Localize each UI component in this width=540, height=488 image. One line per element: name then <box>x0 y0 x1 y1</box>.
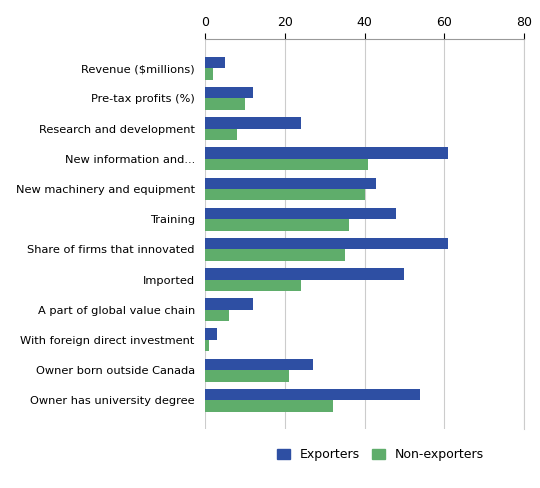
Bar <box>205 328 217 340</box>
Bar <box>205 249 345 261</box>
Bar <box>205 129 237 140</box>
Bar <box>205 219 349 231</box>
Bar <box>205 117 301 129</box>
Bar <box>205 310 229 321</box>
Bar <box>205 57 225 68</box>
Legend: Exporters, Non-exporters: Exporters, Non-exporters <box>272 444 489 467</box>
Bar <box>205 268 404 280</box>
Bar <box>205 280 301 291</box>
Bar <box>205 159 368 170</box>
Bar <box>205 298 253 310</box>
Bar <box>205 370 289 382</box>
Bar <box>205 178 376 189</box>
Bar <box>205 68 213 80</box>
Bar <box>205 147 448 159</box>
Bar <box>205 189 364 201</box>
Bar <box>205 400 333 412</box>
Bar <box>205 238 448 249</box>
Bar <box>205 340 209 351</box>
Bar <box>205 99 245 110</box>
Bar <box>205 359 313 370</box>
Bar <box>205 208 396 219</box>
Bar <box>205 87 253 99</box>
Bar <box>205 389 420 400</box>
